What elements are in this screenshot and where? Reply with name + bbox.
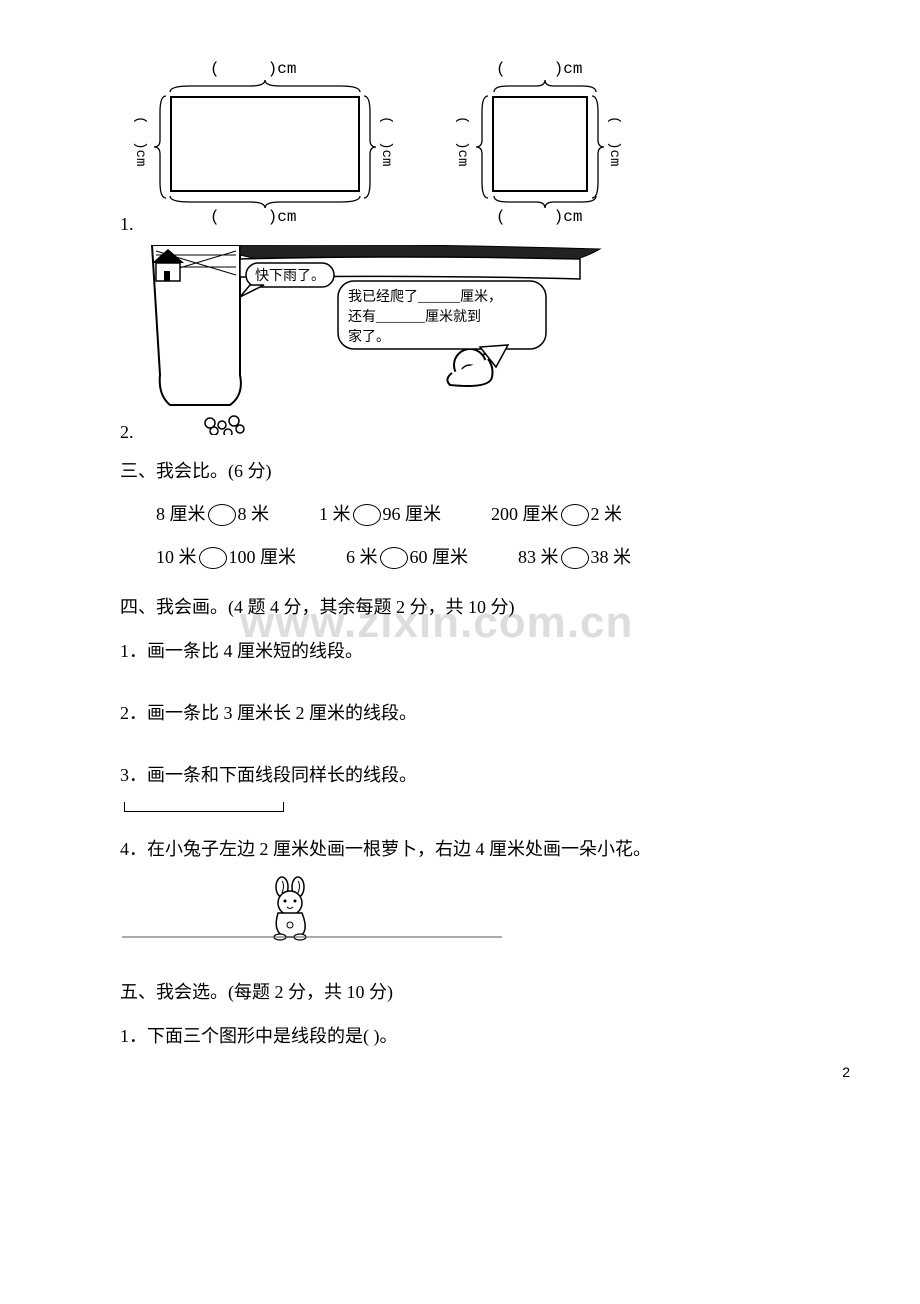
cmp-1: 8 厘米8 米 [156,493,269,536]
cmp-6: 83 米38 米 [518,536,631,579]
rect-b-left-label: ( )cm [454,116,470,166]
s4-q1: 1．画一条比 4 厘米短的线段。 [120,637,810,663]
oval-icon[interactable] [561,547,589,569]
bubble-main-l3: 家了。 [348,328,390,345]
bubble-main-l2: 还有_______厘米就到 [348,309,481,325]
rect-b-box [492,96,588,192]
cmp-5: 6 米60 厘米 [346,536,468,579]
bunny-icon [122,873,502,943]
cmp-3: 200 厘米2 米 [491,493,622,536]
s4-q2: 2．画一条比 3 厘米长 2 厘米的线段。 [120,699,810,725]
rect-a-top-label: ( )cm [210,60,296,78]
s4-q4: 4．在小兔子左边 2 厘米处画一根萝卜，右边 4 厘米处画一朵小花。 [120,835,810,861]
brace-left-icon [154,92,168,202]
s5-q1: 1．下面三个图形中是线段的是( )。 [120,1022,810,1048]
rect-a-right-label: ( )cm [378,116,394,166]
bunny-row [122,873,810,948]
rect-b-top-label: ( )cm [496,60,582,78]
oval-icon[interactable] [561,504,589,526]
section3-title: 三、我会比。(6 分) [120,457,810,483]
q2-illustration: 快下雨了。 我已经爬了______厘米， 还有_______厘米就到 [140,245,810,440]
brace-top-icon [150,80,380,94]
rect-b-right-label: ( )cm [606,116,622,166]
compare-grid: 8 厘米8 米 1 米96 厘米 200 厘米2 米 10 米100 厘米 6 … [156,493,810,579]
section4-title: 四、我会画。(4 题 4 分，其余每题 2 分，共 10 分) [120,593,810,619]
bubble-top-text: 快下雨了。 [255,268,325,284]
brace-right-b-icon [590,92,604,202]
oval-icon[interactable] [380,547,408,569]
rect-a: ( )cm ( )cm ( )cm ( ) [150,60,380,230]
oval-icon[interactable] [199,547,227,569]
bubble-main-l1: 我已经爬了______厘米， [348,289,502,305]
cmp-4: 10 米100 厘米 [156,536,296,579]
snail-scene-icon: 快下雨了。 我已经爬了______厘米， 还有_______厘米就到 [140,245,610,435]
page-number: 2 [842,1064,850,1080]
reference-segment [122,799,810,817]
q1-rectangles: ( )cm ( )cm ( )cm ( ) [150,60,810,230]
s4-q3: 3．画一条和下面线段同样长的线段。 [120,761,810,787]
section5-title: 五、我会选。(每题 2 分，共 10 分) [120,978,810,1004]
rect-a-left-label: ( )cm [132,116,148,166]
rect-b: ( )cm ( )cm ( )cm ( ) [470,60,630,230]
brace-left-b-icon [476,92,490,202]
brace-bottom-b-icon [480,194,620,208]
oval-icon[interactable] [353,504,381,526]
oval-icon[interactable] [208,504,236,526]
rect-a-box [170,96,360,192]
rect-b-bottom-label: ( )cm [496,208,582,226]
rect-a-bottom-label: ( )cm [210,208,296,226]
brace-bottom-icon [150,194,380,208]
cmp-2: 1 米96 厘米 [319,493,441,536]
brace-right-icon [362,92,376,202]
